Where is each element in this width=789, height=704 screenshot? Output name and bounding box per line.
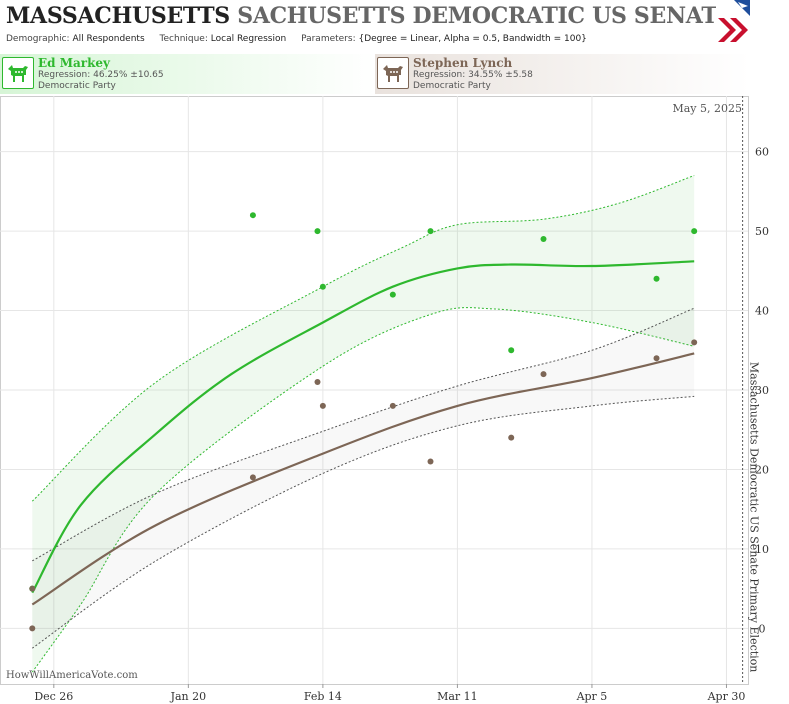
poll-point [249,212,256,219]
candidate-card-lynch: Stephen Lynch Regression: 34.55% ±5.58 D… [375,54,750,94]
candidate-regression: Regression: 34.55% ±5.58 [413,70,533,80]
poll-point [540,371,547,378]
parameters-line: Demographic: All Respondents Technique: … [6,34,587,44]
confidence-lower-line [32,395,695,649]
param-label-parameters: Parameters: [301,34,356,44]
poll-point [691,339,698,346]
poll-point [427,458,434,465]
flag-logo [716,0,750,50]
x-tick-label: Jan 20 [170,690,207,703]
poll-point [319,283,326,290]
x-tick-label: Apr 5 [576,690,608,703]
confidence-upper-line [31,175,695,502]
poll-point [508,434,515,441]
election-title-vertical: Massachusetts Democratic US Senate Prima… [748,362,761,673]
y-tick-label: 20 [755,463,769,476]
candidate-party: Democratic Party [413,81,491,91]
poll-point [427,228,434,235]
param-value-demographic: All Respondents [72,34,145,44]
y-tick-label: 60 [755,146,769,159]
candidate-party: Democratic Party [38,81,116,91]
param-label-demographic: Demographic: [6,34,70,44]
y-tick-label: 40 [755,305,769,318]
candidate-icon-box [2,57,34,89]
poll-point [508,347,515,354]
candidate-icon-box [377,57,409,89]
poll-point [653,355,660,362]
title-race: SACHUSETTS DEMOCRATIC US SENATE PRIM [237,3,750,29]
poll-point [249,474,256,481]
donkey-icon [8,65,28,82]
poll-point [691,228,698,235]
poll-point [540,236,547,243]
candidate-name: Ed Markey [38,56,111,70]
confidence-upper-line [32,307,695,562]
poll-point [29,625,36,632]
trend-lines [31,260,695,606]
x-tick-label: Dec 26 [34,690,73,703]
candidate-card-markey: Ed Markey Regression: 46.25% ±10.65 Demo… [0,54,375,94]
candidate-name: Stephen Lynch [413,56,513,70]
grid [0,96,748,684]
date-label: May 5, 2025 [672,102,742,115]
candidate-regression: Regression: 46.25% ±10.65 [38,70,164,80]
confidence-bands [31,175,695,673]
page-title: MASSACHUSETTS SACHUSETTS DEMOCRATIC US S… [6,3,750,29]
poll-point [29,585,36,592]
trend-line [31,352,695,606]
poll-points [29,212,698,632]
poll-point [389,402,396,409]
x-tick-label: Apr 30 [707,690,746,703]
poll-point [319,402,326,409]
title-state: MASSACHUSETTS [6,3,230,29]
y-tick-label: 50 [755,225,769,238]
param-label-technique: Technique: [159,34,208,44]
poll-point [314,228,321,235]
param-value-parameters: {Degree = Linear, Alpha = 0.5, Bandwidth… [358,34,587,44]
confidence-band [32,175,695,673]
chart-header: MASSACHUSETTS SACHUSETTS DEMOCRATIC US S… [0,0,750,50]
confidence-band [32,308,695,649]
x-tick-label: Mar 11 [437,690,478,703]
axis-labels: 0 10 20 30 40 50 60 Dec 26 Jan 20 Feb 14 Mar 11 Apr… [34,146,769,703]
poll-point [653,275,660,282]
x-tick-label: Feb 14 [304,690,342,703]
y-tick-label: 0 [759,622,766,635]
y-tick-label: 30 [755,384,769,397]
trend-line [31,260,695,594]
param-value-technique: Local Regression [210,34,287,44]
polling-chart: 0 10 20 30 40 50 60 Dec 26 Jan 20 Feb 14 Mar 11 Apr… [0,96,769,703]
poll-point [314,379,321,386]
confidence-lower-line [31,307,695,673]
donkey-icon [383,65,403,82]
watermark: HowWillAmericaVote.com [6,670,138,681]
y-tick-label: 10 [755,543,769,556]
poll-point [389,291,396,298]
